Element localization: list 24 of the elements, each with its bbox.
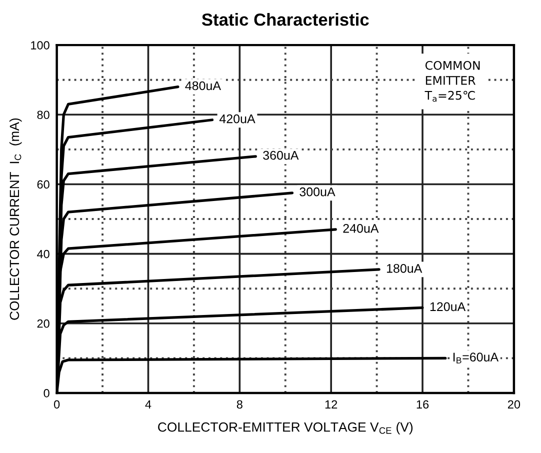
x-tick-label: 4 (145, 400, 152, 408)
y-tick-label: 80 (37, 110, 50, 120)
y-tick-label: 60 (37, 180, 50, 189)
y-tick-label: 20 (37, 319, 50, 328)
x-tick-label: 0 (54, 400, 60, 409)
y-tick-label: 0 (44, 389, 50, 398)
series-label: 180uA (386, 264, 422, 273)
series-label: 120uA (430, 302, 466, 312)
series-label: 240uA (343, 224, 379, 233)
series-label: 360uA (263, 150, 299, 160)
y-axis-title: COLLECTOR CURRENT I$_{C}$ (mA) (9, 118, 22, 320)
x-tick-label: 12 (325, 400, 338, 408)
x-axis-title: COLLECTOR-EMITTER VOLTAGE V$_{CE}$ (V) (158, 422, 413, 434)
y-tick-label: 100 (31, 41, 50, 50)
chart-title: Static Characteristic (202, 13, 369, 26)
series-label: 480uA (185, 81, 222, 90)
annotation: COMMON EMITTER T$_{a}$=25℃ (424, 60, 480, 102)
y-tick-label: 40 (37, 250, 50, 258)
series-label: 420uA (219, 114, 256, 124)
x-tick-label: 20 (508, 400, 520, 409)
series-label: I$_{B}$=60uA (453, 352, 499, 364)
x-tick-label: 16 (416, 400, 429, 409)
x-tick-label: 8 (236, 400, 242, 409)
series-label: 300uA (300, 187, 336, 196)
